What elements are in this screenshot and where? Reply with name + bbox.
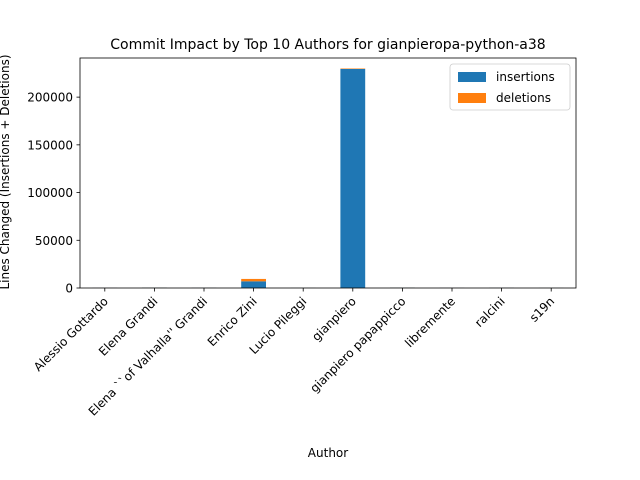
x-axis-label: Author [308, 446, 348, 460]
bar-insertions [241, 281, 266, 288]
y-axis-label: Lines Changed (Insertions + Deletions) [0, 54, 12, 289]
legend: insertions deletions [449, 63, 571, 111]
y-tick-label: 150000 [27, 138, 73, 152]
legend-label-insertions: insertions [496, 70, 555, 84]
bar-deletions [241, 278, 266, 282]
y-tick-label: 50000 [35, 234, 73, 248]
chart-title: Commit Impact by Top 10 Authors for gian… [110, 37, 545, 53]
legend-swatch-deletions [458, 93, 486, 103]
y-tick-label: 100000 [27, 186, 73, 200]
y-tick-label: 200000 [27, 91, 73, 105]
legend-label-deletions: deletions [496, 91, 551, 105]
legend-swatch-insertions [458, 72, 486, 82]
axes-frame [79, 57, 577, 289]
bar-insertions [340, 68, 366, 288]
y-tick-label: 0 [65, 282, 73, 296]
